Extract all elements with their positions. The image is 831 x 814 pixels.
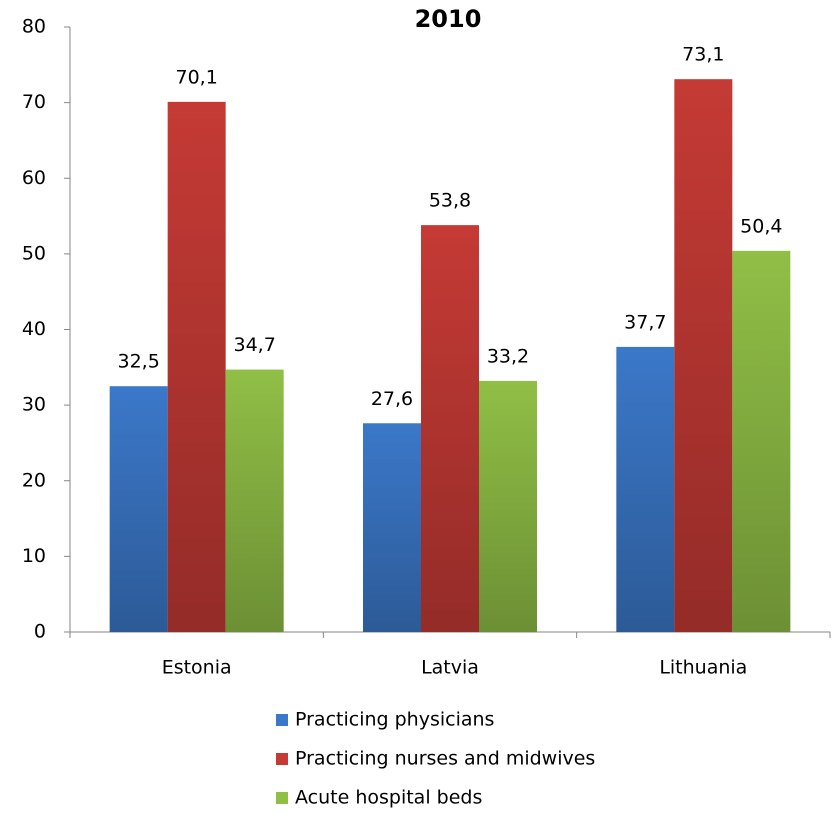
data-label: 73,1: [682, 44, 724, 66]
y-tick-label: 40: [22, 318, 46, 340]
data-label: 53,8: [429, 190, 471, 212]
legend-label: Practicing nurses and midwives: [295, 748, 595, 770]
y-tick-label: 20: [22, 469, 46, 491]
data-label: 27,6: [371, 388, 413, 410]
data-label: 50,4: [740, 215, 782, 237]
y-tick-label: 50: [22, 242, 46, 264]
bar-shade: [109, 386, 168, 632]
legend-swatch: [276, 792, 288, 804]
legend-label: Practicing physicians: [295, 709, 494, 731]
data-label: 34,7: [234, 334, 276, 356]
data-label: 37,7: [624, 311, 666, 333]
y-tick-label: 10: [22, 545, 46, 567]
bar-shade: [732, 250, 791, 632]
y-tick-label: 70: [22, 91, 46, 113]
data-label: 32,5: [118, 351, 160, 373]
legend-swatch: [276, 714, 288, 726]
chart-title: 2010: [415, 5, 482, 33]
bar-shade: [225, 369, 284, 632]
data-label: 33,2: [487, 345, 529, 367]
y-tick-label: 80: [22, 16, 46, 38]
y-tick-label: 60: [22, 167, 46, 189]
bar-shade: [674, 79, 733, 632]
bar-shade: [421, 225, 479, 632]
bar-shade: [479, 380, 537, 632]
x-tick-label: Latvia: [421, 657, 479, 679]
x-tick-label: Lithuania: [659, 657, 747, 679]
data-label: 70,1: [176, 66, 218, 88]
y-tick-label: 0: [34, 621, 46, 643]
y-tick-label: 30: [22, 394, 46, 416]
legend-label: Acute hospital beds: [295, 787, 482, 809]
bar-shade: [616, 346, 675, 632]
bar-shade: [363, 423, 421, 632]
bar-shade: [167, 101, 226, 632]
x-tick-label: Estonia: [162, 657, 232, 679]
legend-swatch: [276, 753, 288, 765]
